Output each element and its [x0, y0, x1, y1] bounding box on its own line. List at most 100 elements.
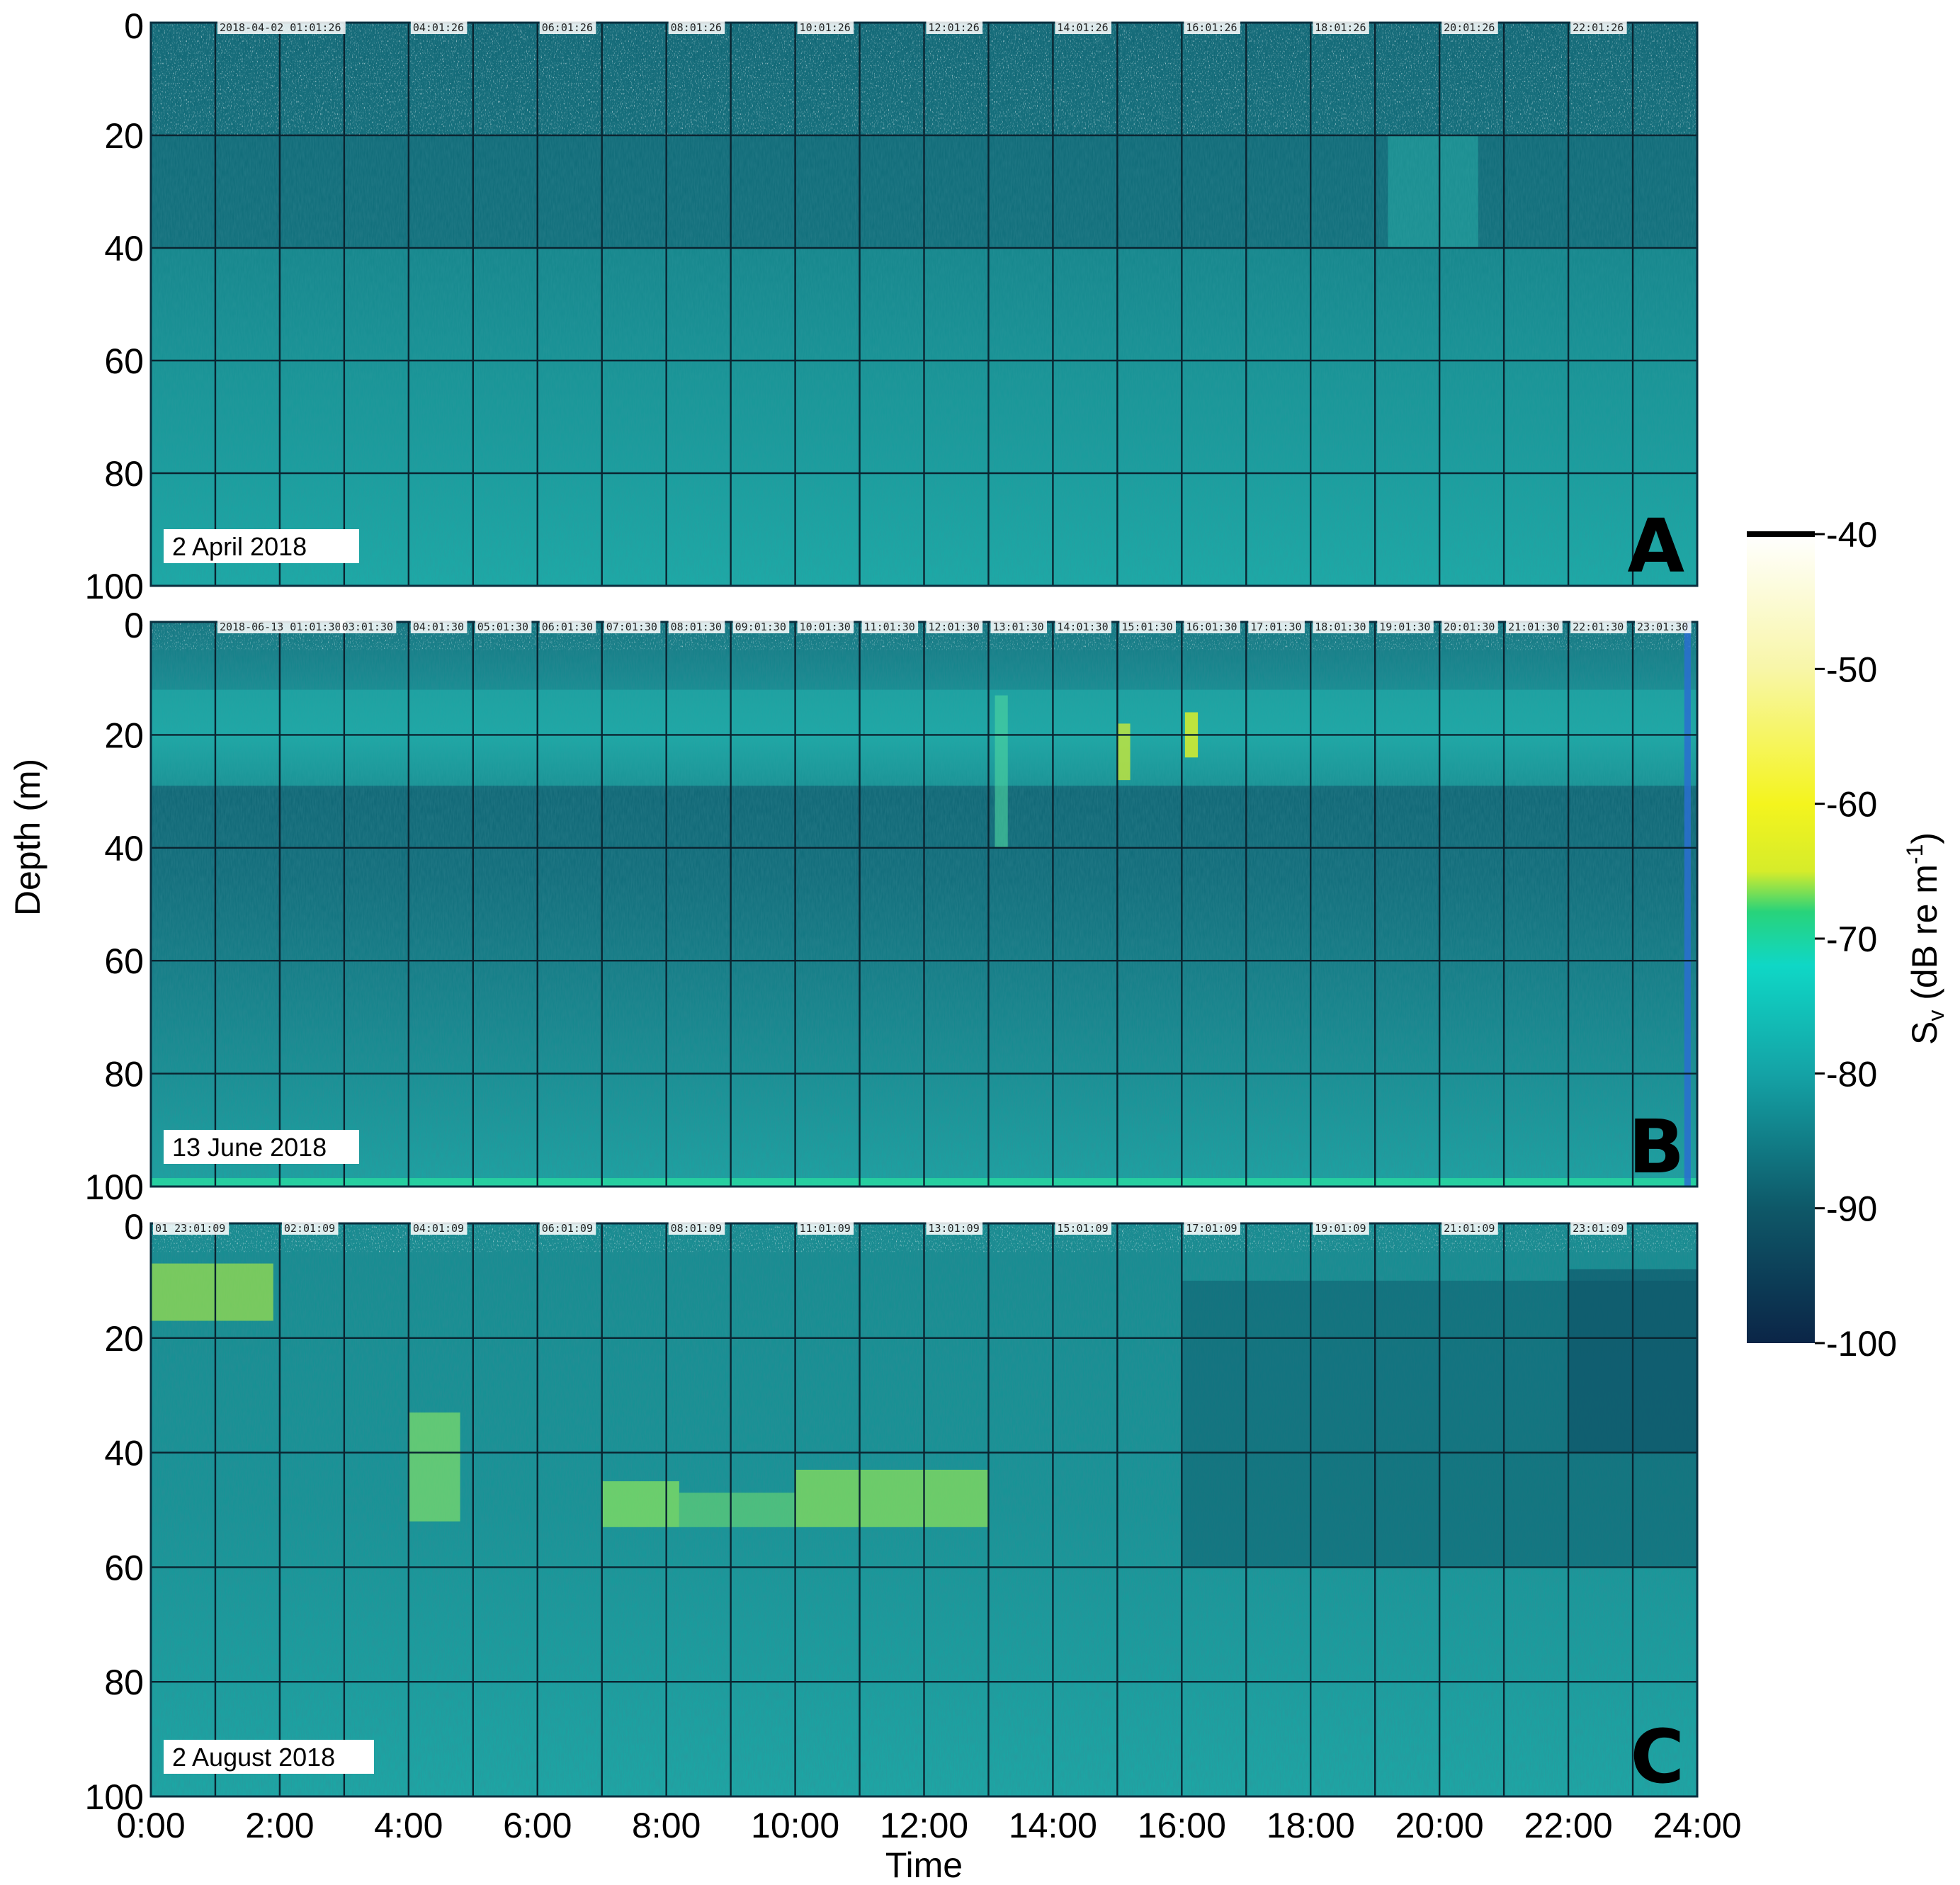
time-stamp-label: 2018-04-02 01:01:26: [220, 21, 341, 34]
time-stamp-box: [410, 621, 468, 633]
panel-a: 2018-04-02 01:01:26 04:01:26 06:01:26 08:01…: [149, 21, 1699, 589]
time-stamp-label: 09:01:30: [735, 621, 786, 633]
time-stamp-label: 08:01:30: [671, 621, 722, 633]
colorbar-tick-label: -40: [1826, 515, 1877, 555]
time-stamp-box: [1570, 621, 1627, 633]
time-stamp-box: [604, 621, 661, 633]
time-stamp-label: 22:01:30: [1573, 621, 1624, 633]
colorbar-tick-label: -60: [1826, 785, 1877, 825]
time-stamp-label: 06:01:26: [542, 21, 593, 34]
time-stamp-label: 15:01:30: [1121, 621, 1172, 633]
time-stamp-label: 23:01:09: [1573, 1222, 1624, 1235]
x-tick-label: 22:00: [1524, 1806, 1613, 1845]
time-stamp-label: 20:01:30: [1444, 621, 1495, 633]
x-tick-label: 2:00: [245, 1806, 314, 1845]
time-stamp-label: 04:01:30: [413, 621, 464, 633]
panel-frame: [149, 21, 1699, 587]
time-stamp-label: 03:01:30: [342, 621, 393, 633]
time-stamp-box: [1441, 1222, 1498, 1235]
time-stamp-box: [1248, 621, 1305, 633]
date-label-box: [164, 1740, 374, 1774]
time-stamp-box: [1055, 21, 1112, 34]
scattering-layer-1: [1388, 135, 1478, 248]
time-stamp-box: [926, 21, 983, 34]
time-stamp-label: 23:01:30: [1637, 621, 1688, 633]
panel-frame: [149, 621, 1699, 1188]
panel-b: 2018-06-13 01:01:30 03:01:30 04:01:30 05:01…: [149, 621, 1699, 1190]
time-stamp-label: 22:01:26: [1573, 21, 1624, 34]
time-stamp-box: [1055, 1222, 1112, 1235]
scattering-layer-1: [408, 1412, 460, 1522]
time-stamp-box: [926, 1222, 983, 1235]
y-tick-label: 60: [104, 341, 144, 381]
scattering-layer-4: [995, 695, 1008, 848]
y-tick-label: 80: [104, 1663, 144, 1702]
scattering-layer-2: [601, 1481, 679, 1527]
time-stamp-box: [1570, 21, 1627, 34]
date-label: 2 August 2018: [172, 1743, 335, 1772]
time-stamp-label: 2018-06-13 01:01:30: [220, 621, 341, 633]
time-stamp-label: 21:01:09: [1444, 1222, 1495, 1235]
time-stamp-label: 16:01:26: [1186, 21, 1237, 34]
time-stamp-box: [797, 621, 854, 633]
x-tick-label: 20:00: [1395, 1806, 1484, 1845]
colorbar-tick-label: -100: [1826, 1324, 1897, 1364]
colorbar-label: Sv (dB re m-1): [1902, 832, 1949, 1045]
time-stamp-box: [1313, 1222, 1369, 1235]
time-stamp-box: [1184, 1222, 1240, 1235]
time-stamp-box: [1055, 621, 1112, 633]
time-stamp-label: 14:01:30: [1057, 621, 1108, 633]
time-stamp-label: 17:01:09: [1186, 1222, 1237, 1235]
colorbar-tick-label: -70: [1826, 919, 1877, 959]
y-tick-label: 40: [104, 829, 144, 868]
time-stamp-box: [1377, 621, 1434, 633]
x-tick-label: 6:00: [503, 1806, 572, 1845]
time-stamp-box: [668, 1222, 725, 1235]
y-tick-label: 80: [104, 1055, 144, 1094]
x-tick-label: 24:00: [1653, 1806, 1741, 1845]
x-tick-label: 18:00: [1267, 1806, 1355, 1845]
time-stamp-label: 11:01:09: [800, 1222, 851, 1235]
time-stamp-box: [339, 621, 397, 633]
time-stamp-label: 14:01:26: [1057, 21, 1108, 34]
time-stamp-box: [1184, 621, 1240, 633]
time-stamp-label: 04:01:09: [413, 1222, 464, 1235]
time-stamp-box: [410, 1222, 468, 1235]
time-stamp-label: 07:01:30: [606, 621, 657, 633]
time-stamp-box: [539, 621, 596, 633]
panels: 2018-04-02 01:01:26 04:01:26 06:01:26 08:01…: [149, 21, 1699, 1800]
time-stamp-box: [1313, 21, 1369, 34]
time-stamp-label: 19:01:09: [1315, 1222, 1366, 1235]
time-stamp-box: [668, 621, 725, 633]
time-stamp-box: [539, 21, 596, 34]
y-tick-label: 40: [104, 229, 144, 268]
x-tick-label: 10:00: [751, 1806, 839, 1845]
y-tick-label: 0: [124, 1207, 144, 1247]
time-stamp-label: 06:01:09: [542, 1222, 593, 1235]
time-stamp-box: [217, 21, 346, 34]
x-tick-label: 12:00: [880, 1806, 968, 1845]
time-stamp-label: 01 23:01:09: [155, 1222, 225, 1235]
y-tick-label: 40: [104, 1434, 144, 1473]
time-stamp-box: [1119, 621, 1176, 633]
x-tick-label: 4:00: [374, 1806, 443, 1845]
colorbar-tick-label: -80: [1826, 1054, 1877, 1094]
scattering-layer-3: [679, 1493, 795, 1527]
time-stamp-label: 10:01:30: [800, 621, 851, 633]
time-stamp-label: 10:01:26: [800, 21, 851, 34]
time-stamp-box: [1184, 21, 1240, 34]
time-stamp-label: 02:01:09: [284, 1222, 335, 1235]
time-stamp-box: [797, 1222, 854, 1235]
y-tick-label: 0: [124, 6, 144, 46]
y-tick-label: 100: [85, 1777, 144, 1817]
y-axis-title: Depth (m): [8, 759, 47, 916]
time-stamp-label: 19:01:30: [1379, 621, 1430, 633]
y-tick-label: 20: [104, 116, 144, 156]
time-stamp-box: [1441, 621, 1498, 633]
time-stamp-label: 06:01:30: [542, 621, 593, 633]
panel-letter: B: [1628, 1104, 1684, 1190]
time-stamp-label: 20:01:26: [1444, 21, 1495, 34]
panel-c: 01 23:01:09 02:01:09 04:01:09 06:01:09 08:01…: [149, 1222, 1699, 1800]
axes: 0204060801000204060801000204060801000:00…: [8, 6, 1742, 1885]
colorbar-tick-label: -90: [1826, 1189, 1877, 1229]
